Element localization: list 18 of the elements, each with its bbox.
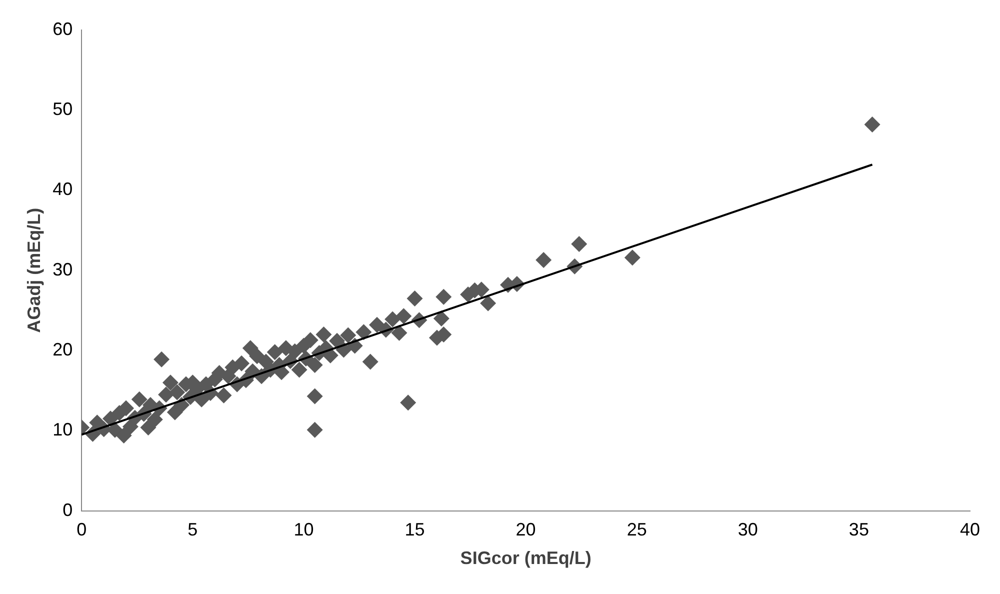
y-tick-label: 20 [52, 340, 73, 360]
y-tick-label: 30 [52, 259, 73, 280]
y-axis-title: AGadj (mEq/L) [24, 208, 44, 333]
x-tick-label: 40 [960, 520, 980, 540]
y-tick-label: 10 [52, 420, 73, 440]
x-tick-label: 5 [188, 520, 198, 540]
x-tick-label: 15 [404, 520, 425, 540]
x-tick-label: 30 [738, 520, 758, 540]
y-tick-label: 40 [52, 179, 73, 200]
x-tick-label: 0 [76, 520, 87, 540]
y-tick-label: 50 [52, 99, 73, 120]
x-tick-label: 10 [294, 520, 314, 540]
x-tick-label: 25 [626, 520, 647, 540]
x-axis-title: SIGcor (mEq/L) [460, 548, 592, 568]
y-tick-label: 0 [62, 500, 73, 520]
x-tick-label: 35 [848, 520, 869, 540]
y-tick-label: 60 [52, 18, 73, 39]
x-tick-label: 20 [516, 520, 536, 540]
